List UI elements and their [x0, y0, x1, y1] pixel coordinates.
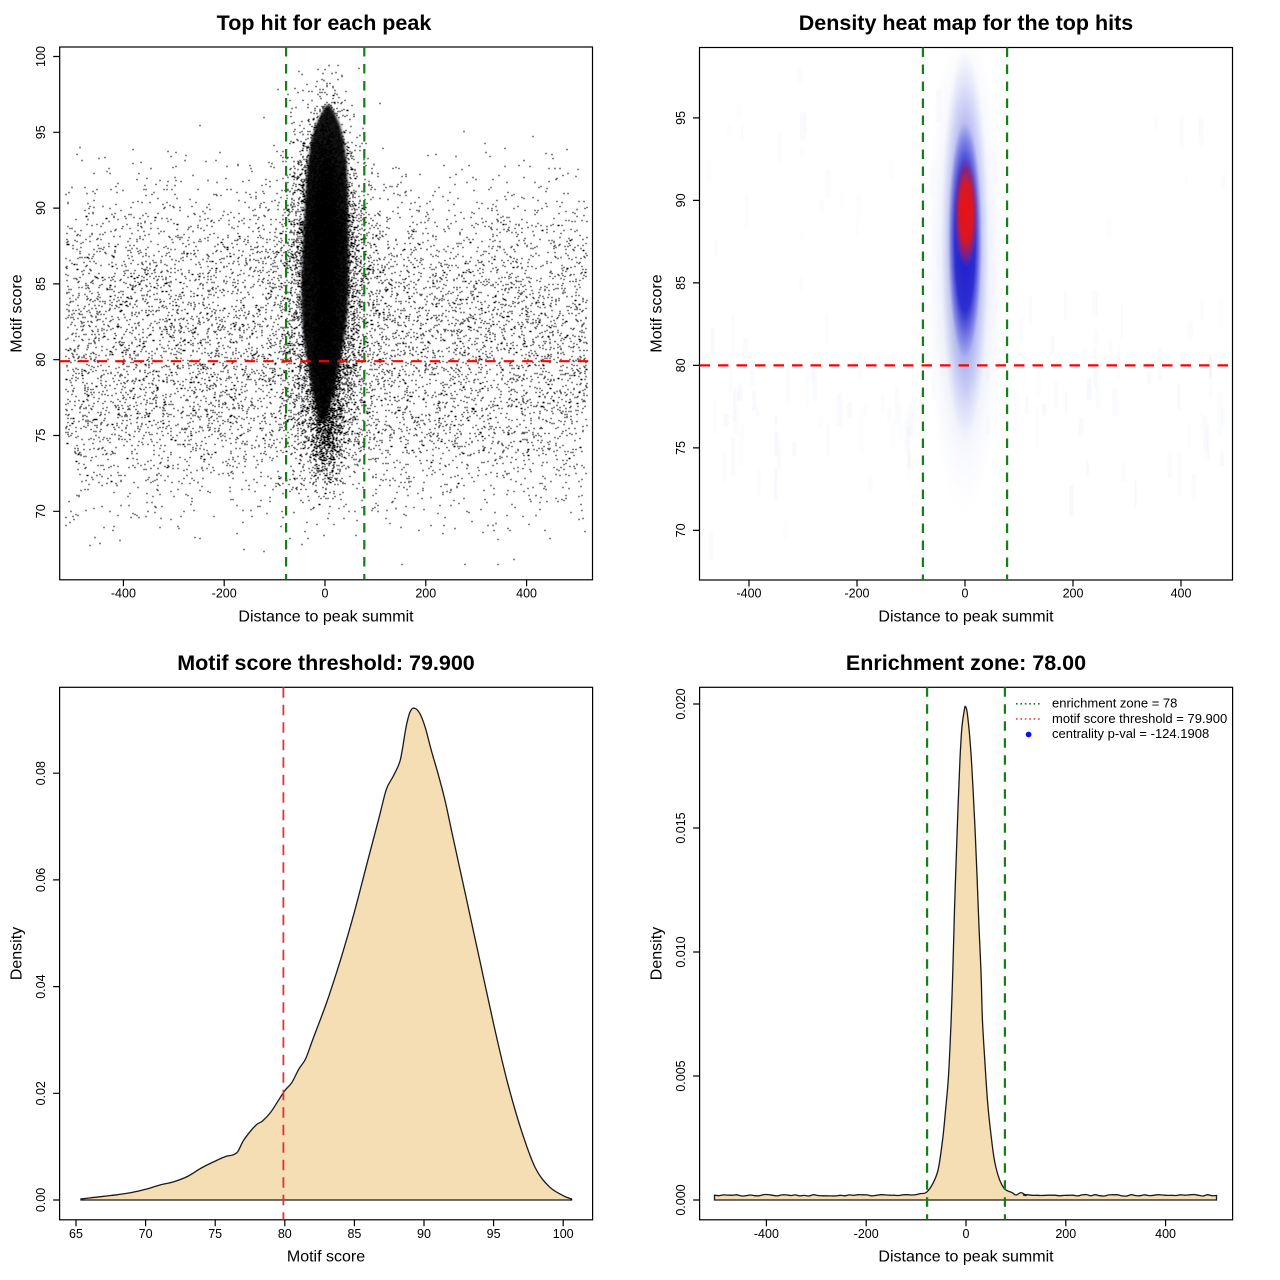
svg-text:0: 0 — [963, 1227, 970, 1241]
svg-text:95: 95 — [34, 125, 48, 139]
svg-text:Distance to peak summit: Distance to peak summit — [238, 609, 414, 626]
svg-text:Distance to peak summit: Distance to peak summit — [878, 609, 1054, 626]
svg-text:-400: -400 — [111, 587, 136, 601]
svg-text:95: 95 — [674, 111, 688, 125]
svg-text:100: 100 — [34, 46, 48, 67]
svg-text:0.00: 0.00 — [34, 1188, 48, 1212]
svg-text:70: 70 — [34, 504, 48, 518]
svg-text:400: 400 — [1155, 1227, 1176, 1241]
svg-text:centrality p-val = -124.1908: centrality p-val = -124.1908 — [1052, 726, 1209, 741]
svg-text:400: 400 — [1171, 587, 1192, 601]
svg-text:100: 100 — [553, 1227, 574, 1241]
svg-text:0.02: 0.02 — [34, 1081, 48, 1105]
svg-text:0.06: 0.06 — [34, 868, 48, 892]
svg-text:80: 80 — [278, 1227, 292, 1241]
svg-text:85: 85 — [674, 276, 688, 290]
svg-text:70: 70 — [674, 523, 688, 537]
svg-text:Density heat map for the top h: Density heat map for the top hits — [799, 11, 1134, 35]
svg-text:0.010: 0.010 — [674, 936, 688, 967]
svg-text:enrichment zone = 78: enrichment zone = 78 — [1052, 696, 1177, 711]
svg-text:80: 80 — [34, 353, 48, 367]
svg-text:65: 65 — [69, 1227, 83, 1241]
svg-text:95: 95 — [487, 1227, 501, 1241]
svg-text:Motif score: Motif score — [9, 274, 26, 352]
svg-text:-200: -200 — [844, 587, 869, 601]
svg-text:75: 75 — [208, 1227, 222, 1241]
svg-text:0: 0 — [962, 587, 969, 601]
svg-text:90: 90 — [674, 193, 688, 207]
svg-text:Density: Density — [649, 927, 666, 980]
svg-text:90: 90 — [417, 1227, 431, 1241]
svg-text:0.020: 0.020 — [674, 688, 688, 719]
svg-text:0.04: 0.04 — [34, 974, 48, 998]
svg-text:-200: -200 — [854, 1227, 879, 1241]
svg-text:75: 75 — [674, 441, 688, 455]
svg-text:motif score threshold = 79.900: motif score threshold = 79.900 — [1052, 711, 1227, 726]
svg-text:Distance to peak summit: Distance to peak summit — [878, 1249, 1054, 1266]
svg-text:400: 400 — [516, 587, 537, 601]
svg-text:200: 200 — [1063, 587, 1084, 601]
svg-text:80: 80 — [674, 358, 688, 372]
svg-text:200: 200 — [415, 587, 436, 601]
svg-text:Motif score threshold: 79.900: Motif score threshold: 79.900 — [177, 651, 475, 675]
svg-text:90: 90 — [34, 201, 48, 215]
svg-text:85: 85 — [347, 1227, 361, 1241]
svg-text:75: 75 — [34, 429, 48, 443]
svg-text:0.08: 0.08 — [34, 761, 48, 785]
svg-text:Density: Density — [9, 927, 26, 980]
svg-text:-400: -400 — [754, 1227, 779, 1241]
svg-text:200: 200 — [1055, 1227, 1076, 1241]
svg-text:-200: -200 — [212, 587, 237, 601]
svg-text:Motif score: Motif score — [287, 1249, 365, 1266]
svg-text:70: 70 — [139, 1227, 153, 1241]
svg-text:0.015: 0.015 — [674, 812, 688, 843]
svg-text:0.005: 0.005 — [674, 1060, 688, 1091]
svg-text:-400: -400 — [736, 587, 761, 601]
svg-text:0: 0 — [322, 587, 329, 601]
svg-text:85: 85 — [34, 277, 48, 291]
svg-text:0.000: 0.000 — [674, 1184, 688, 1215]
svg-text:Enrichment zone: 78.00: Enrichment zone: 78.00 — [846, 651, 1086, 675]
svg-text:Motif score: Motif score — [649, 274, 666, 352]
svg-text:Top hit for each peak: Top hit for each peak — [217, 11, 432, 35]
